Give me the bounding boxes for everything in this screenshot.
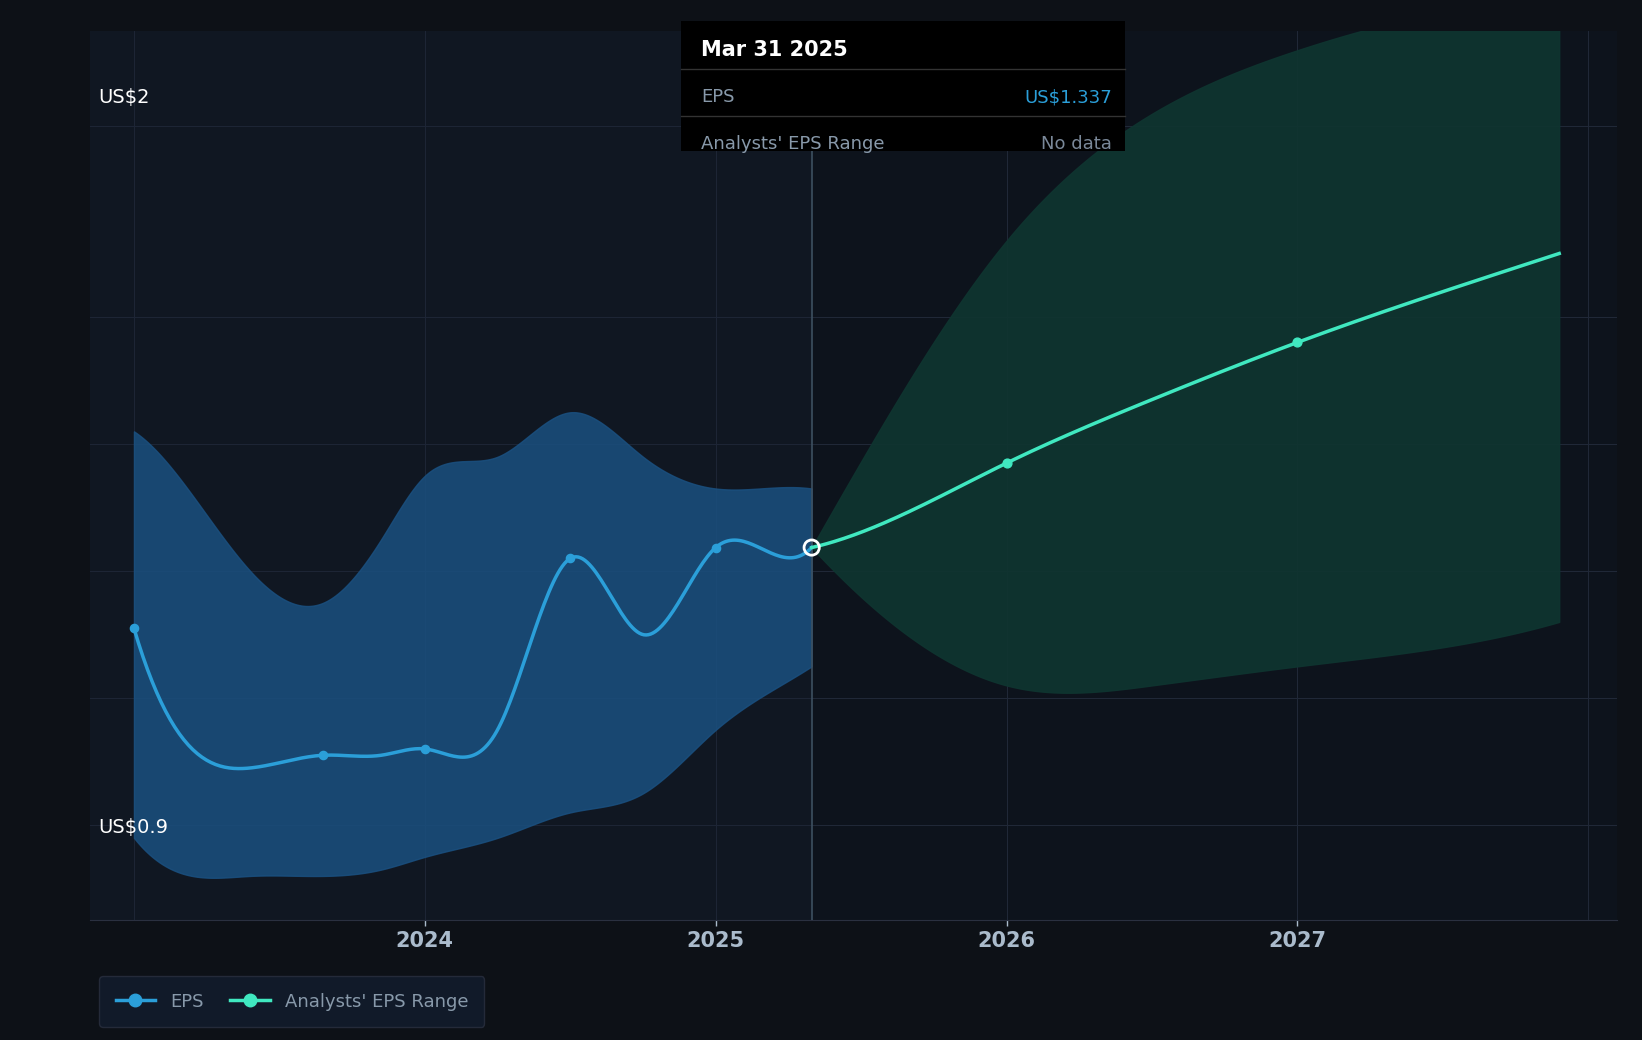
Point bbox=[122, 620, 148, 636]
Point bbox=[1284, 334, 1310, 350]
Point bbox=[557, 550, 583, 567]
Point bbox=[310, 747, 337, 763]
Text: Analysts' EPS Range: Analysts' EPS Range bbox=[701, 135, 885, 153]
Point bbox=[798, 540, 824, 556]
Point bbox=[703, 540, 729, 556]
Text: Mar 31 2025: Mar 31 2025 bbox=[701, 40, 847, 59]
Text: Analysts Forecasts: Analysts Forecasts bbox=[819, 125, 987, 142]
Bar bbox=[90, 31, 811, 920]
Text: EPS: EPS bbox=[701, 88, 734, 106]
Point bbox=[993, 454, 1020, 471]
Text: No data: No data bbox=[1041, 135, 1112, 153]
Bar bbox=[811, 31, 1617, 920]
Text: Actual: Actual bbox=[741, 125, 805, 142]
Legend: EPS, Analysts' EPS Range: EPS, Analysts' EPS Range bbox=[99, 977, 484, 1026]
Point bbox=[412, 740, 438, 757]
Text: US$1.337: US$1.337 bbox=[1025, 88, 1112, 106]
Text: US$0.9: US$0.9 bbox=[99, 818, 167, 837]
Text: US$2: US$2 bbox=[99, 87, 149, 107]
